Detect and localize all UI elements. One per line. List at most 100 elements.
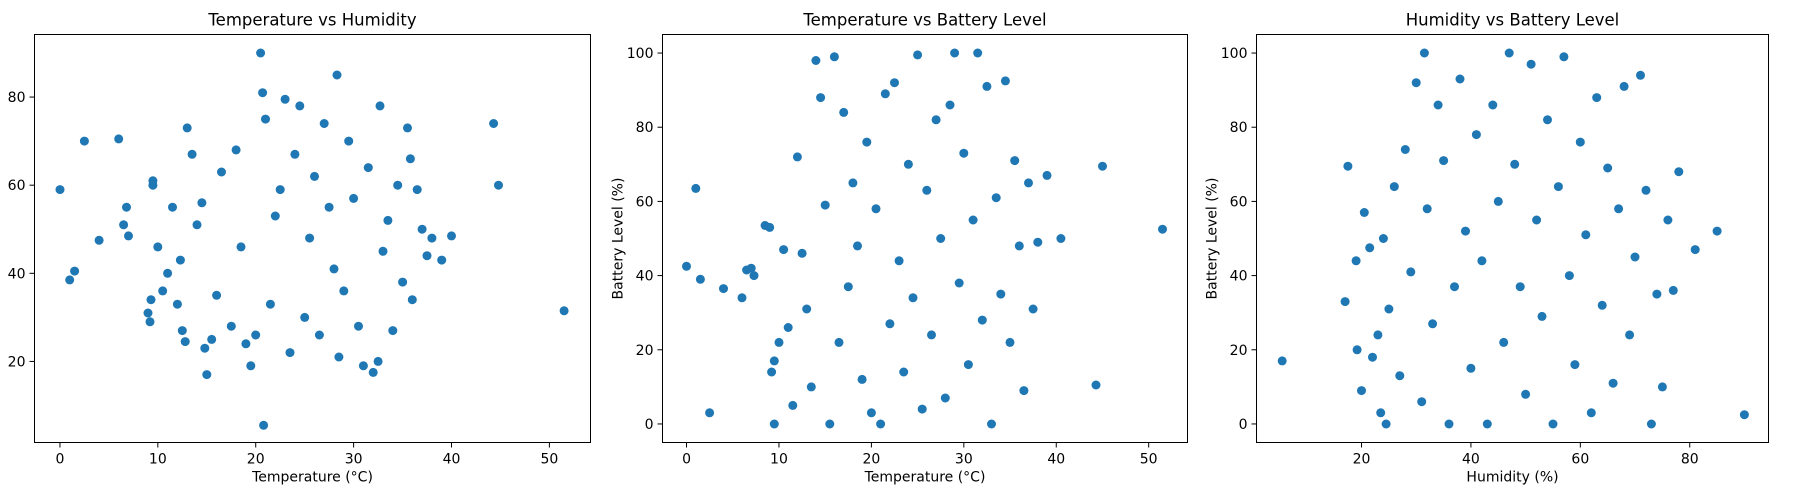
data-point <box>70 266 80 276</box>
data-point <box>251 330 261 340</box>
data-point <box>1024 178 1033 188</box>
data-point <box>168 202 177 212</box>
data-point <box>834 337 844 347</box>
data-point <box>695 274 705 284</box>
data-point <box>94 235 104 245</box>
data-point <box>1592 93 1602 103</box>
chart-title: Humidity vs Battery Level <box>1406 11 1620 30</box>
data-point <box>871 204 881 214</box>
data-point <box>682 261 691 271</box>
data-point <box>1444 419 1454 429</box>
y-tick-label: 80 <box>636 120 654 136</box>
data-point <box>1461 226 1470 236</box>
data-point <box>275 185 285 195</box>
data-point <box>816 93 826 103</box>
data-point <box>373 356 383 366</box>
data-points <box>1277 48 1749 429</box>
data-point <box>769 356 779 366</box>
data-point <box>324 202 334 212</box>
y-tick-label: 80 <box>1230 120 1248 136</box>
y-axis-label: Battery Level (%) <box>611 178 627 300</box>
data-point <box>899 367 909 377</box>
data-point <box>1619 81 1629 91</box>
data-point <box>1739 410 1749 420</box>
data-point <box>422 251 432 261</box>
data-point <box>968 215 978 225</box>
data-point <box>197 198 207 208</box>
data-point <box>1641 185 1651 195</box>
data-point <box>927 330 936 340</box>
data-point <box>393 180 403 190</box>
data-point <box>977 315 987 325</box>
data-point <box>1471 130 1481 140</box>
data-point <box>280 94 290 104</box>
data-point <box>1019 386 1029 396</box>
data-point <box>922 185 932 195</box>
data-point <box>175 255 185 265</box>
data-point <box>1042 170 1052 180</box>
data-point <box>1422 204 1432 214</box>
data-point <box>1581 230 1591 240</box>
data-point <box>1352 345 1362 355</box>
y-tick-label: 20 <box>1230 343 1248 359</box>
data-point <box>1277 356 1287 366</box>
data-point <box>1636 70 1645 80</box>
x-axis-label: Temperature (°C) <box>251 470 373 486</box>
data-point <box>829 52 839 62</box>
data-point <box>79 136 89 146</box>
x-tick-label: 10 <box>149 452 167 468</box>
y-tick-label: 0 <box>1239 417 1248 433</box>
data-point <box>1406 267 1416 277</box>
data-point <box>1537 311 1547 321</box>
data-point <box>931 115 941 125</box>
data-point <box>383 215 393 225</box>
x-tick-label: 80 <box>1681 452 1699 468</box>
data-point <box>1028 304 1038 314</box>
data-point <box>1098 161 1107 171</box>
data-point <box>319 119 329 128</box>
data-point <box>982 81 992 91</box>
data-point <box>146 295 156 305</box>
data-point <box>163 268 173 278</box>
data-point <box>806 382 816 392</box>
data-point <box>1712 226 1722 236</box>
data-point <box>945 100 955 110</box>
data-point <box>1357 386 1366 396</box>
data-point <box>1597 300 1607 310</box>
data-point <box>1417 397 1427 407</box>
data-point <box>1368 352 1377 362</box>
data-point <box>1455 74 1465 84</box>
x-tick-label: 0 <box>682 452 691 468</box>
data-point <box>285 348 295 358</box>
data-point <box>987 419 996 429</box>
data-point <box>1499 337 1509 347</box>
y-tick-label: 60 <box>1230 194 1248 210</box>
data-point <box>1373 330 1383 340</box>
x-tick-label: 60 <box>1571 452 1589 468</box>
x-axis-label: Humidity (%) <box>1466 470 1558 486</box>
data-point <box>177 326 187 336</box>
data-point <box>1652 289 1662 299</box>
data-point <box>936 234 946 243</box>
data-point <box>290 149 300 159</box>
data-point <box>885 319 895 329</box>
data-point <box>963 360 973 370</box>
data-point <box>913 50 923 60</box>
data-point <box>403 123 412 133</box>
data-point <box>368 367 378 377</box>
data-point <box>236 242 246 252</box>
data-point <box>1603 163 1613 173</box>
data-point <box>1400 145 1410 154</box>
y-tick-label: 40 <box>1230 269 1248 285</box>
data-point <box>270 211 280 221</box>
data-point <box>908 293 918 303</box>
chart-title: Temperature vs Humidity <box>207 11 416 30</box>
data-point <box>398 277 408 287</box>
data-point <box>811 56 821 65</box>
data-point <box>1450 282 1459 292</box>
data-point <box>212 290 222 300</box>
data-point <box>1504 48 1514 58</box>
data-point <box>1586 408 1596 418</box>
data-point <box>1674 167 1684 177</box>
